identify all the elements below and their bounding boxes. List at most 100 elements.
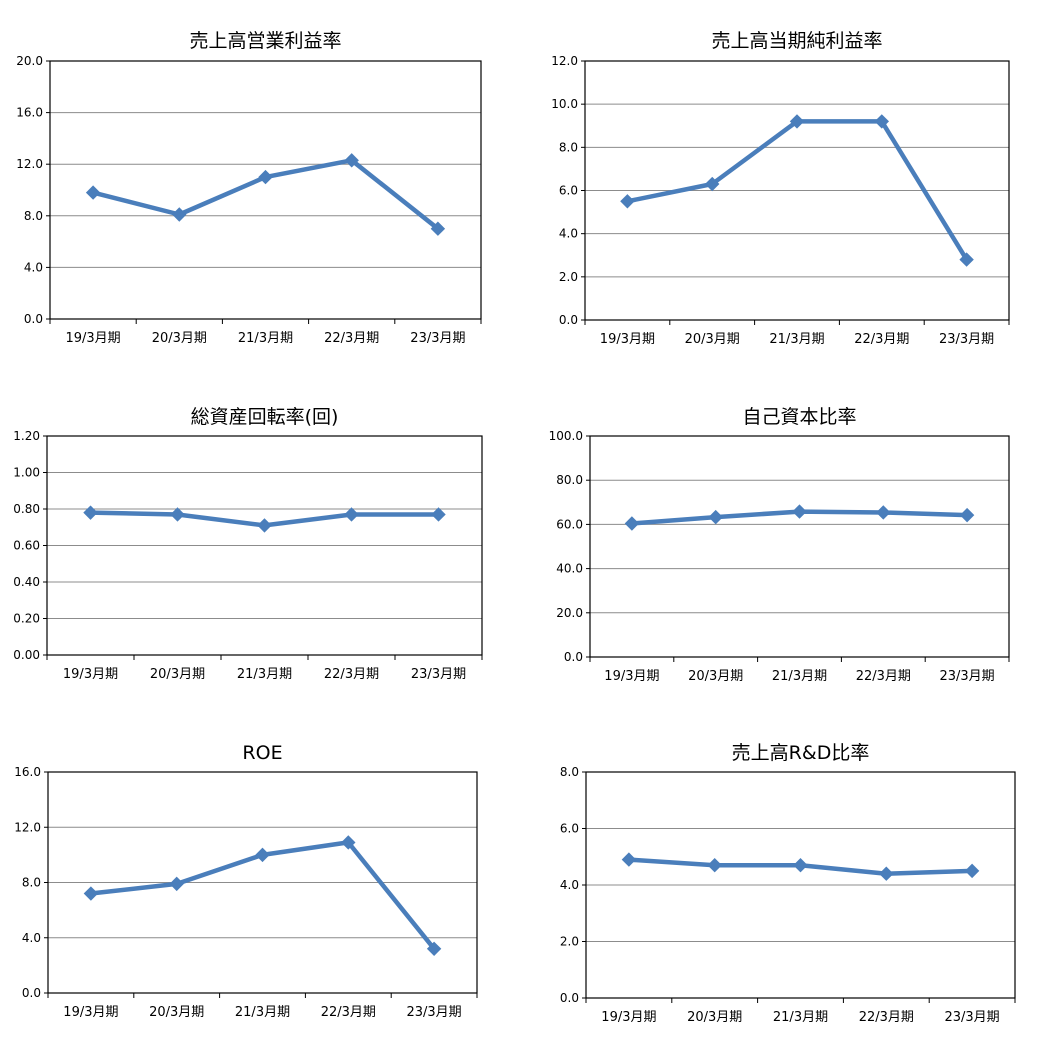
y-tick-label: 0.80 (13, 502, 40, 516)
x-tick-label: 22/3月期 (324, 667, 379, 682)
data-point (707, 858, 722, 873)
y-tick-label: 4.0 (24, 260, 43, 274)
data-point (704, 176, 720, 192)
y-tick-label: 6.0 (560, 822, 579, 836)
data-point (959, 252, 974, 267)
data-point (793, 858, 808, 873)
y-tick-label: 0.0 (24, 312, 43, 326)
y-tick-label: 12.0 (16, 157, 43, 171)
x-tick-label: 20/3月期 (149, 1005, 204, 1020)
plot-area (47, 771, 478, 994)
y-tick-label: 100.0 (549, 429, 583, 443)
x-tick-label: 20/3月期 (685, 332, 740, 347)
data-point (344, 153, 359, 168)
data-point (83, 886, 99, 901)
y-tick-label: 0.00 (13, 648, 40, 662)
chart-title: 総資産回転率(回) (191, 406, 339, 428)
data-point (430, 221, 446, 236)
y-tick-label: 1.20 (13, 429, 40, 443)
y-tick-label: 4.0 (560, 878, 579, 892)
data-point (258, 169, 273, 185)
data-point (170, 507, 185, 522)
x-tick-label: 21/3月期 (772, 669, 827, 684)
x-tick-label: 20/3月期 (688, 669, 743, 684)
plot-area (46, 435, 483, 656)
y-tick-label: 0.20 (13, 612, 40, 626)
data-point (257, 518, 272, 533)
x-tick-label: 21/3月期 (238, 331, 293, 346)
chart-title: ROE (242, 742, 282, 764)
y-tick-label: 16.0 (16, 106, 43, 120)
x-tick-label: 23/3月期 (410, 331, 465, 346)
y-tick-label: 4.0 (22, 931, 41, 945)
y-tick-label: 40.0 (556, 562, 583, 576)
plot-area (584, 60, 1010, 321)
data-point (789, 114, 805, 129)
data-point (620, 194, 635, 209)
chart-roe: ROE 0.0 4.0 8.0 12.0 16.0 19/3月期 20/3月期 21/3月期 22… (14, 742, 478, 1020)
x-tick-label: 22/3月期 (859, 1010, 914, 1025)
y-tick-label: 8.0 (560, 765, 579, 779)
data-point (792, 504, 807, 519)
y-tick-label: 12.0 (14, 820, 41, 834)
data-point (83, 505, 98, 520)
x-tick-label: 21/3月期 (235, 1005, 290, 1020)
data-point (874, 114, 890, 129)
x-tick-label: 22/3月期 (324, 331, 379, 346)
data-point (624, 516, 640, 531)
x-tick-label: 23/3月期 (406, 1005, 461, 1020)
x-tick-label: 19/3月期 (601, 1010, 656, 1025)
chart-rd-ratio: 売上高R&D比率 0.0 2.0 4.0 6.0 8.0 19/3月期 20/3月期 21/3月… (560, 742, 1016, 1025)
data-point (431, 507, 446, 522)
x-tick-label: 19/3月期 (604, 669, 659, 684)
data-point (341, 835, 356, 850)
x-tick-label: 19/3月期 (63, 1005, 118, 1020)
x-tick-label: 20/3月期 (687, 1010, 742, 1025)
x-tick-label: 20/3月期 (150, 667, 205, 682)
x-tick-label: 23/3月期 (939, 669, 994, 684)
data-point (876, 505, 891, 520)
x-tick-label: 22/3月期 (321, 1005, 376, 1020)
chart-title: 売上高R&D比率 (732, 742, 870, 764)
y-tick-label: 0.60 (13, 539, 40, 553)
chart-asset-turnover: 総資産回転率(回) 0.00 0.20 0.40 0.60 0.80 1.00 1.20 19/… (13, 406, 483, 682)
plot-area (589, 435, 1010, 658)
y-tick-label: 20.0 (16, 54, 43, 68)
y-tick-label: 0.0 (22, 986, 41, 1000)
y-tick-label: 0.0 (559, 313, 578, 327)
chart-title: 売上高営業利益率 (189, 30, 341, 52)
y-tick-label: 8.0 (24, 209, 43, 223)
y-tick-label: 2.0 (560, 935, 579, 949)
data-point (85, 185, 101, 200)
data-point (621, 852, 637, 867)
chart-equity-ratio: 自己資本比率 0.0 20.0 40.0 60.0 80.0 100.0 19/3月期 20/3… (549, 406, 1010, 684)
x-tick-label: 21/3月期 (769, 332, 824, 347)
y-tick-label: 8.0 (559, 140, 578, 154)
x-tick-label: 22/3月期 (854, 332, 909, 347)
data-point (879, 866, 894, 881)
y-tick-label: 2.0 (559, 270, 578, 284)
x-tick-label: 23/3月期 (944, 1010, 999, 1025)
x-tick-label: 19/3月期 (600, 332, 655, 347)
data-point (708, 509, 723, 525)
y-tick-label: 80.0 (556, 473, 583, 487)
x-tick-label: 21/3月期 (773, 1010, 828, 1025)
y-tick-label: 10.0 (551, 97, 578, 111)
x-tick-label: 21/3月期 (237, 667, 292, 682)
data-point (426, 941, 442, 957)
data-point (169, 876, 184, 892)
data-point (255, 847, 270, 863)
chart-net-margin: 売上高当期純利益率 0.0 2.0 4.0 6.0 8.0 10.0 12.0 19/3月期 20… (551, 30, 1010, 347)
y-tick-label: 6.0 (559, 184, 578, 198)
x-tick-label: 23/3月期 (939, 332, 994, 347)
plot-area (585, 771, 1016, 999)
chart-operating-margin: 売上高営業利益率 0.0 4.0 8.0 12.0 16.0 20.0 19/3月期 20/3月… (16, 30, 482, 346)
chart-title: 自己資本比率 (742, 406, 856, 428)
x-tick-label: 20/3月期 (152, 331, 207, 346)
x-tick-label: 22/3月期 (856, 669, 911, 684)
data-point (964, 863, 980, 879)
y-tick-label: 60.0 (556, 517, 583, 531)
y-tick-label: 0.0 (564, 650, 583, 664)
y-tick-label: 4.0 (559, 227, 578, 241)
